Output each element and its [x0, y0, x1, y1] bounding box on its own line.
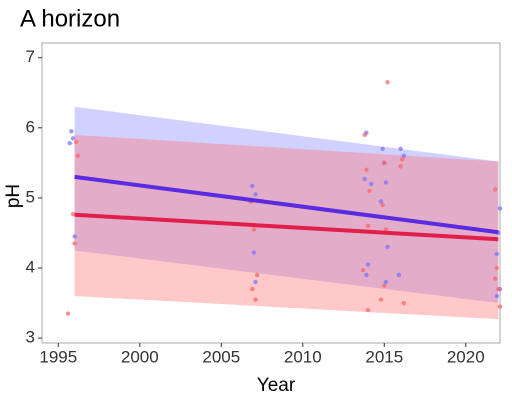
data-point: [396, 272, 402, 278]
data-point: [367, 188, 372, 194]
data-point: [254, 272, 260, 278]
y-tick-label: 3: [26, 328, 35, 347]
x-tick-label: 2005: [202, 347, 240, 366]
data-point: [385, 80, 390, 85]
data-point: [74, 139, 79, 145]
data-point: [383, 227, 389, 232]
data-point: [70, 136, 76, 141]
chart-title: A horizon: [20, 5, 120, 32]
y-tick-label: 6: [26, 117, 35, 136]
data-point: [398, 146, 403, 152]
data-point: [72, 234, 77, 239]
data-point: [69, 129, 74, 134]
x-tick-label: 2000: [121, 347, 159, 366]
y-tick-label: 4: [26, 257, 35, 276]
data-point: [365, 307, 371, 313]
data-point: [492, 187, 498, 192]
y-tick-label: 7: [26, 47, 35, 66]
x-axis-title: Year: [257, 375, 296, 396]
y-tick-label: 5: [26, 187, 35, 206]
data-point: [253, 279, 258, 285]
data-point: [401, 153, 407, 159]
data-point: [360, 267, 366, 273]
data-point: [253, 297, 258, 302]
data-point: [382, 283, 387, 288]
data-point: [497, 206, 503, 211]
x-tick-label: 2020: [447, 347, 485, 366]
data-point: [383, 180, 389, 185]
data-point: [67, 141, 72, 146]
data-point: [364, 272, 369, 278]
data-point: [378, 199, 384, 204]
data-point: [369, 181, 374, 187]
data-point: [364, 167, 369, 173]
data-point: [65, 311, 71, 316]
data-point: [492, 276, 498, 281]
data-point: [250, 286, 255, 292]
data-point: [496, 286, 501, 292]
data-point: [382, 160, 387, 166]
y-axis-title: pH: [3, 184, 24, 208]
data-point: [383, 279, 389, 285]
plot-panel: [41, 42, 501, 344]
data-point: [494, 251, 499, 257]
data-point: [72, 241, 77, 246]
data-point: [494, 293, 499, 299]
data-point: [398, 164, 403, 169]
x-tick-label: 2015: [365, 347, 403, 366]
fit-line: [74, 212, 499, 242]
data-point: [401, 300, 407, 306]
x-tick-label: 2010: [284, 347, 322, 366]
data-point: [385, 244, 390, 250]
data-point: [70, 211, 76, 217]
data-point: [497, 304, 503, 309]
data-point: [380, 146, 385, 152]
fit-line: [74, 174, 499, 235]
data-point: [365, 262, 371, 267]
x-tick-label: 1995: [39, 347, 77, 366]
data-point: [378, 297, 384, 302]
data-point: [250, 183, 255, 189]
data-point: [362, 132, 367, 138]
data-point: [251, 227, 257, 232]
data-point: [494, 265, 499, 271]
data-point: [75, 153, 81, 159]
data-point: [362, 176, 367, 182]
data-point: [251, 250, 257, 255]
data-point: [380, 202, 385, 208]
data-point: [365, 223, 371, 229]
data-point: [400, 157, 405, 162]
data-point: [253, 192, 258, 197]
